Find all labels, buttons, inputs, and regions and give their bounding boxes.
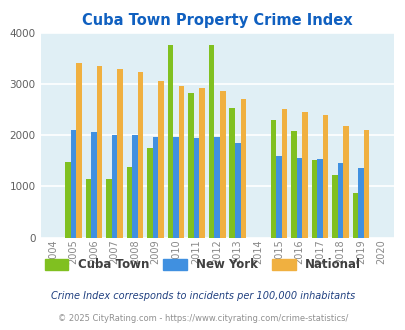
Bar <box>331 175 337 238</box>
Bar <box>342 126 348 238</box>
Bar <box>167 45 173 238</box>
Bar <box>352 193 357 238</box>
Bar <box>296 158 301 238</box>
Bar <box>76 63 81 238</box>
Bar <box>132 135 138 238</box>
Bar <box>270 120 275 238</box>
Bar <box>152 137 158 238</box>
Bar <box>301 112 307 238</box>
Bar <box>363 130 369 238</box>
Text: © 2025 CityRating.com - https://www.cityrating.com/crime-statistics/: © 2025 CityRating.com - https://www.city… <box>58 314 347 323</box>
Bar <box>337 163 342 238</box>
Bar <box>147 148 152 238</box>
Bar <box>209 45 214 238</box>
Bar <box>311 160 316 238</box>
Text: Crime Index corresponds to incidents per 100,000 inhabitants: Crime Index corresponds to incidents per… <box>51 291 354 301</box>
Bar <box>111 135 117 238</box>
Bar <box>290 131 296 238</box>
Bar <box>106 179 111 238</box>
Bar <box>240 99 245 238</box>
Bar <box>91 132 96 238</box>
Bar <box>281 109 286 238</box>
Bar <box>220 91 225 238</box>
Bar <box>234 144 240 238</box>
Bar <box>322 115 327 238</box>
Bar <box>316 159 322 238</box>
Bar <box>357 168 363 238</box>
Title: Cuba Town Property Crime Index: Cuba Town Property Crime Index <box>82 13 352 28</box>
Bar <box>65 162 70 238</box>
Bar <box>158 81 164 238</box>
Bar <box>229 108 234 238</box>
Bar <box>138 72 143 238</box>
Bar <box>214 137 220 238</box>
Bar <box>85 179 91 238</box>
Legend: Cuba Town, New York, National: Cuba Town, New York, National <box>45 258 360 271</box>
Bar <box>188 93 194 238</box>
Bar <box>70 130 76 238</box>
Bar <box>126 167 132 238</box>
Bar <box>179 86 184 238</box>
Bar <box>194 138 199 238</box>
Bar <box>117 69 123 238</box>
Bar <box>199 88 205 238</box>
Bar <box>96 66 102 238</box>
Bar <box>275 156 281 238</box>
Bar <box>173 137 179 238</box>
